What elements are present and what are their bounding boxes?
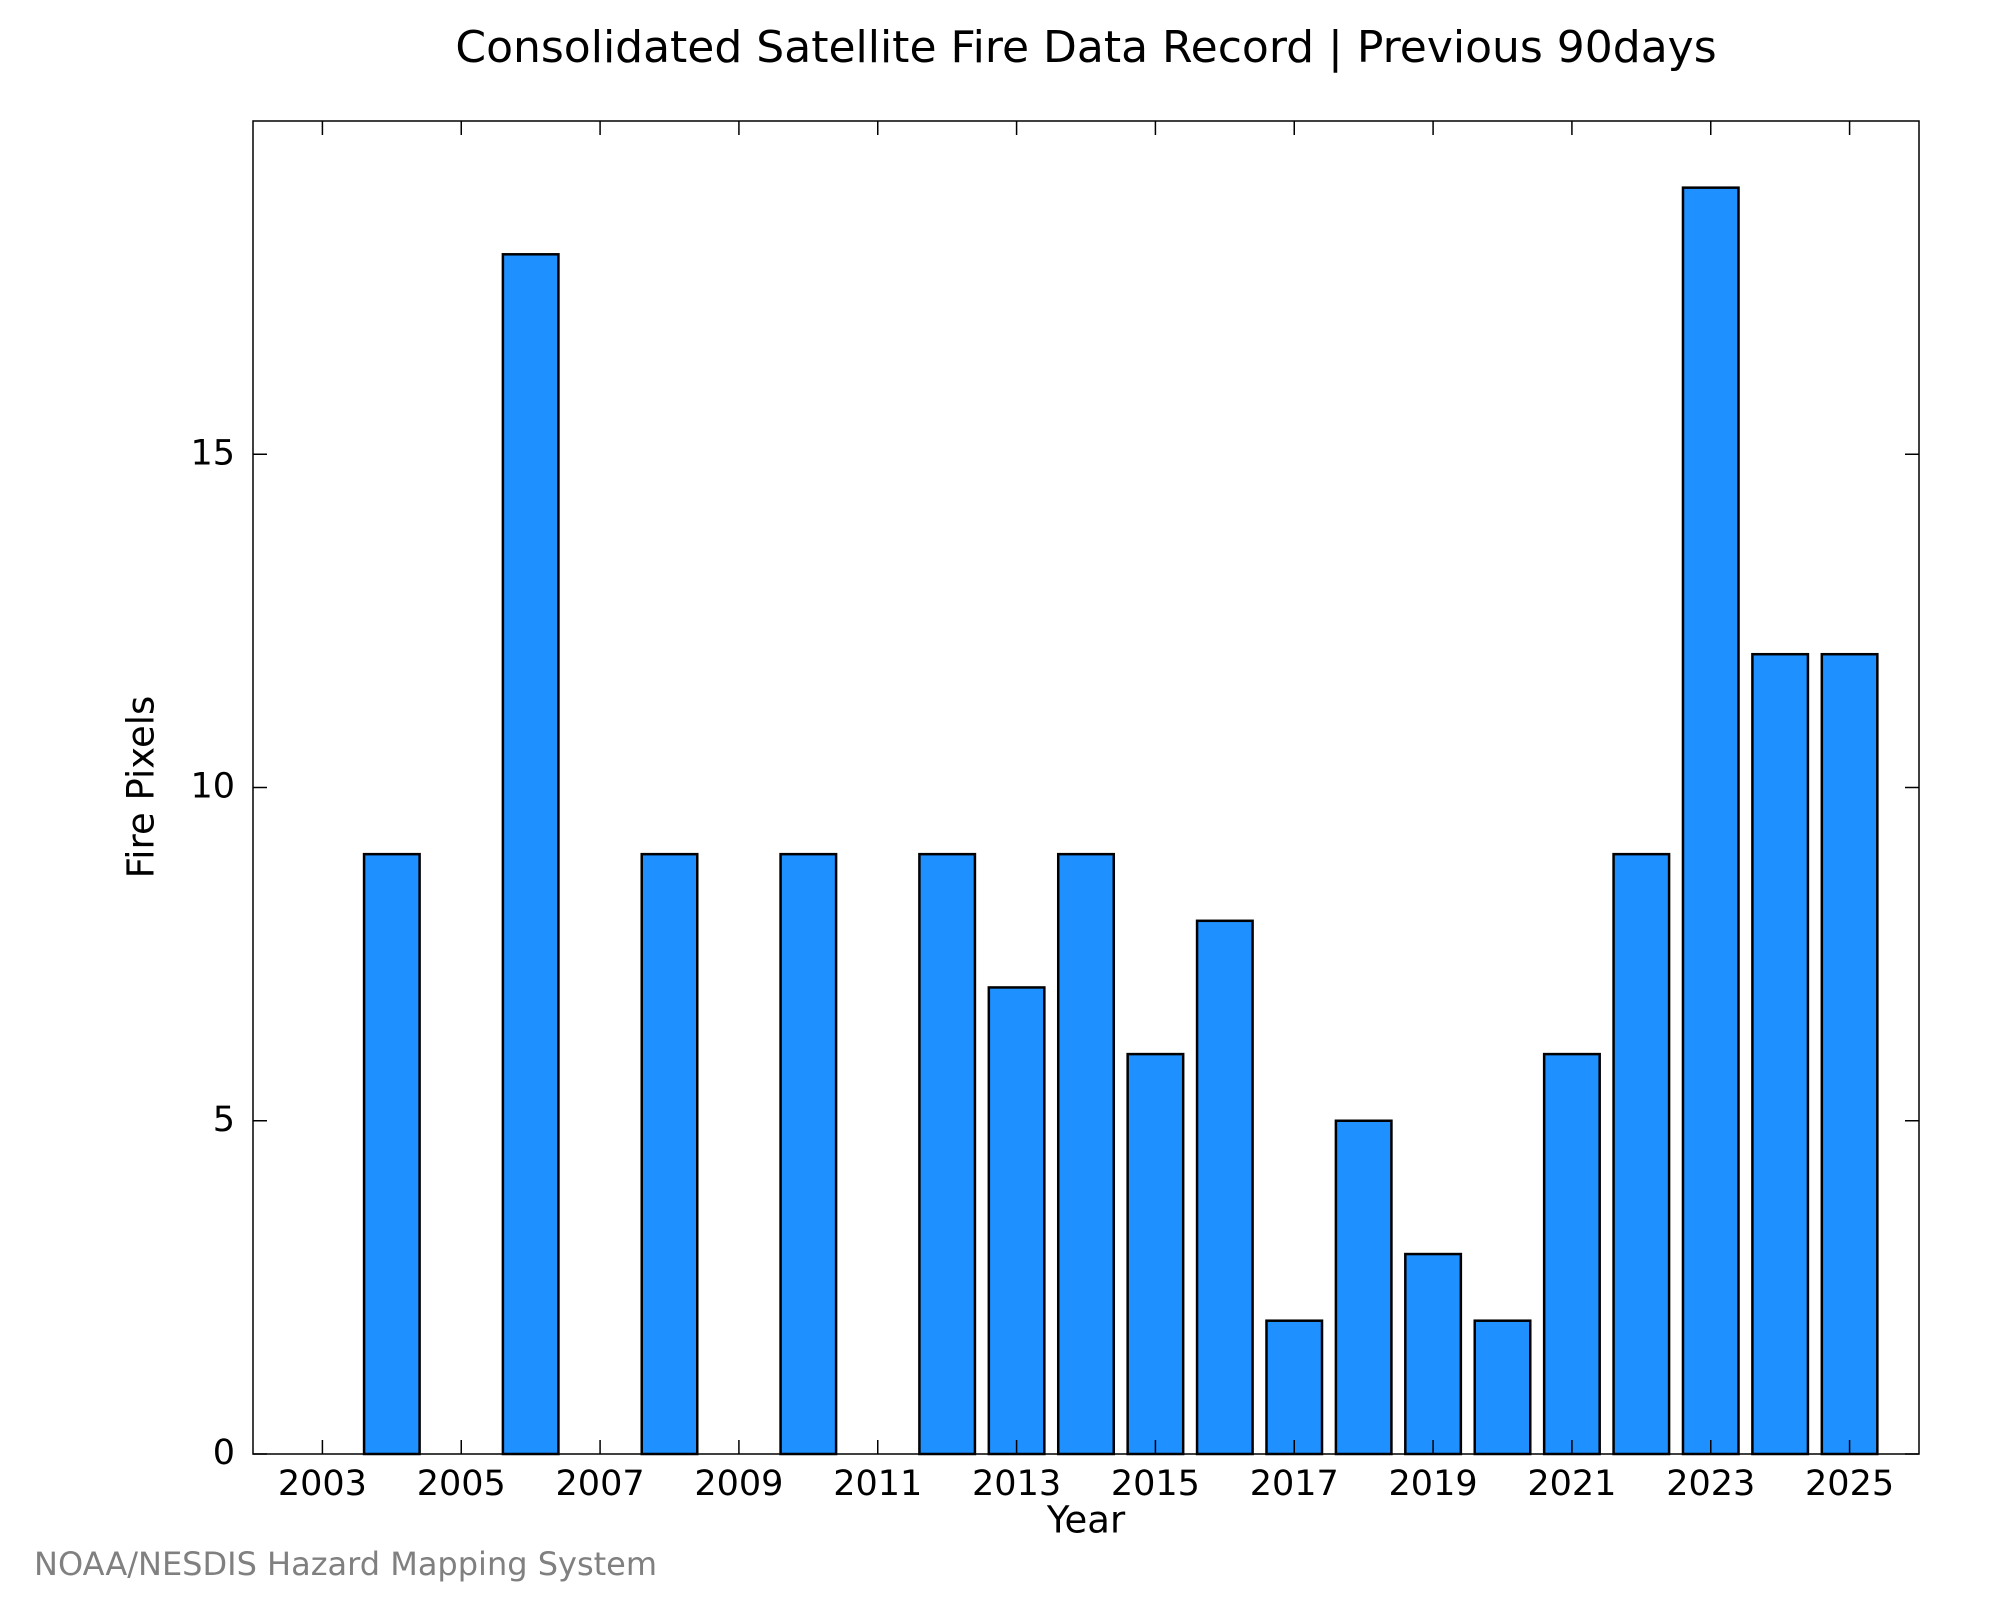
x-axis-label: Year [1046,1499,1126,1542]
x-tick-label: 2013 [972,1464,1061,1504]
x-tick-label: 2015 [1111,1464,1200,1504]
y-axis-label: Fire Pixels [120,696,163,879]
bar [1126,1052,1185,1456]
x-tick-label: 2005 [417,1464,506,1504]
x-tick-label: 2009 [694,1464,783,1504]
y-tick-label: 5 [213,1100,235,1140]
bar [1473,1319,1532,1456]
x-tick-label: 2021 [1527,1464,1616,1504]
chart-title: Consolidated Satellite Fire Data Record … [455,22,1716,73]
x-tick-label: 2017 [1250,1464,1339,1504]
x-tick-label: 2007 [556,1464,645,1504]
y-tick-label: 0 [213,1433,235,1473]
x-tick-label: 2019 [1389,1464,1478,1504]
x-tick-label: 2025 [1805,1464,1894,1504]
bar [779,852,838,1456]
bar [501,253,560,1456]
bar [1751,652,1810,1456]
bar [362,852,421,1456]
bar [1056,852,1116,1456]
y-tick-label: 10 [190,767,235,807]
bar [1404,1252,1463,1456]
bar [1334,1119,1393,1456]
x-tick-label: 2003 [278,1464,367,1504]
bar [1542,1052,1601,1456]
bar [1612,852,1671,1456]
bar [987,986,1046,1456]
bar [1681,186,1740,1456]
source-note: NOAA/NESDIS Hazard Mapping System [34,1545,657,1583]
bar [1820,652,1879,1456]
bar [640,852,699,1456]
x-tick-label: 2023 [1666,1464,1755,1504]
bar [918,852,977,1456]
y-tick-label: 15 [190,433,235,473]
bar [1265,1319,1324,1456]
x-tick-label: 2011 [833,1464,922,1504]
bar [1195,919,1254,1456]
